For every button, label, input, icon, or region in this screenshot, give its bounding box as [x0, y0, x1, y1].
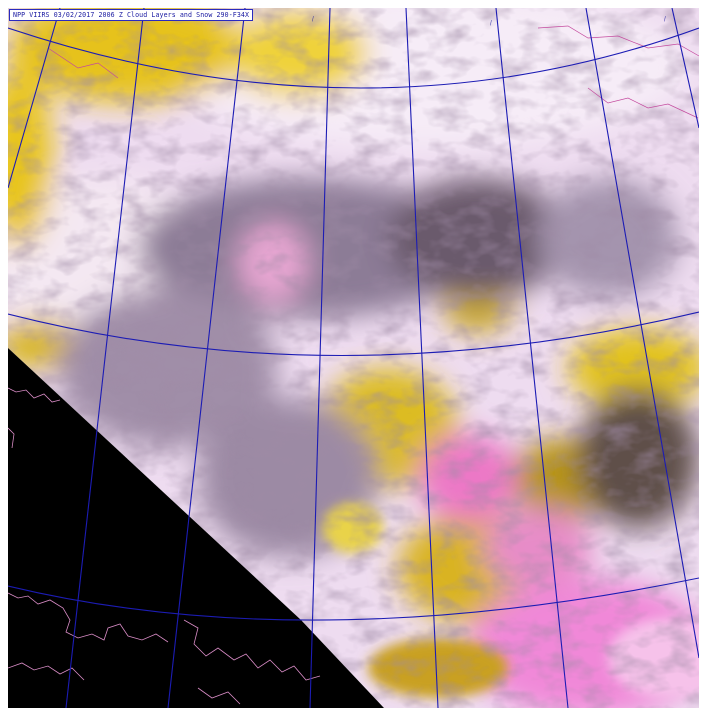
meridian-line [65, 8, 145, 708]
meridian-line [671, 8, 699, 129]
graticule-labels: — — — [309, 15, 669, 26]
svg-text:—: — [309, 15, 317, 22]
meridian-line [8, 8, 61, 189]
coastline-upper-right [47, 25, 699, 119]
product-title-label: NPP VIIRS 03/02/2017 2006 Z Cloud Layers… [9, 9, 254, 21]
svg-text:—: — [661, 15, 669, 22]
svg-text:—: — [487, 19, 495, 26]
meridian-line [585, 8, 699, 659]
meridian-line [167, 8, 246, 708]
parallel-line [8, 577, 699, 621]
coastline-lines [8, 387, 321, 705]
no-data-region [8, 348, 384, 708]
parallel-line [8, 311, 699, 357]
meridian-line [405, 8, 439, 708]
meridian-line [309, 8, 331, 708]
meridian-line [495, 8, 569, 708]
satellite-image: — — — [8, 8, 699, 708]
parallel-line [8, 27, 699, 89]
cloud-snow-field [8, 8, 699, 708]
graticule [8, 8, 699, 708]
